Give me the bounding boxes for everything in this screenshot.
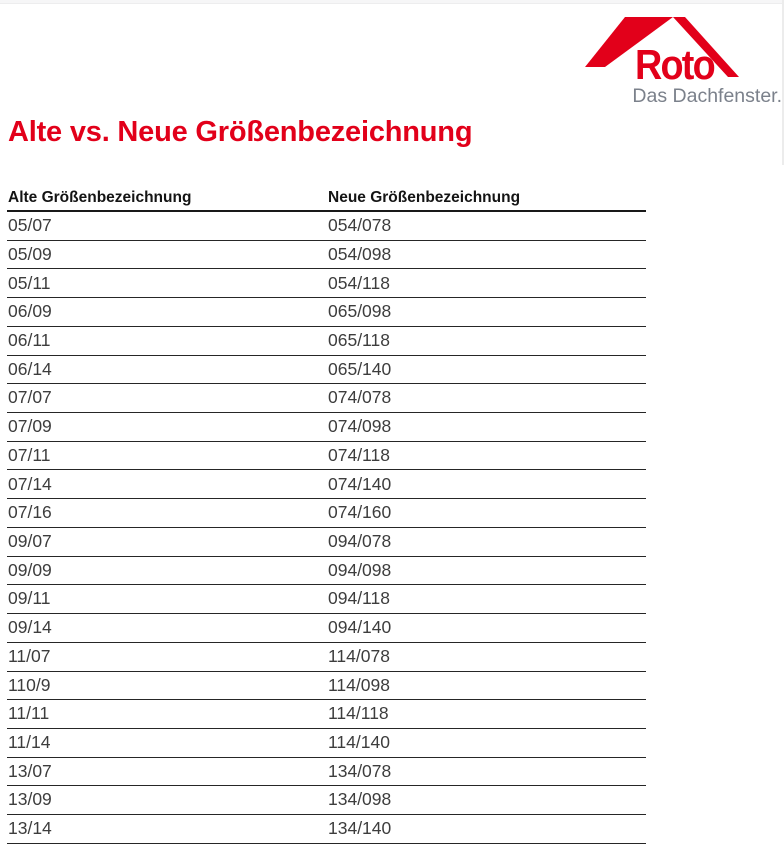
old-size-cell: 07/11 [8,444,51,465]
brand-tagline: Das Dachfenster. [632,85,782,107]
new-size-cell: 074/078 [328,387,392,408]
new-size-cell: 074/160 [328,502,392,523]
old-size-cell: 110/9 [8,674,51,695]
table-row: 06/14 065/140 [7,356,646,385]
table-row: 07/16 074/160 [7,499,646,528]
roof-right-slope [673,17,739,77]
table-row: 110/9 114/098 [7,672,646,701]
old-size-cell: 05/07 [8,215,52,236]
old-size-cell: 06/09 [8,301,52,322]
new-size-cell: 094/078 [328,531,392,552]
old-size-cell: 07/07 [8,387,52,408]
old-size-cell: 13/14 [8,818,52,839]
table-body: 05/07 054/078 05/09 054/098 05/11 054/118 06/0… [7,212,646,844]
table-row: 07/11 074/118 [7,442,646,471]
table-row: 06/09 065/098 [7,298,646,327]
old-size-cell: 05/11 [8,272,51,293]
new-size-cell: 054/078 [328,215,392,236]
new-size-cell: 134/098 [328,789,392,810]
table-row: 05/09 054/098 [7,241,646,270]
roof-left-slope [585,17,673,67]
new-size-cell: 094/140 [328,617,392,638]
table-row: 05/07 054/078 [7,212,646,241]
brand-wordmark: Roto [635,41,716,88]
old-size-cell: 09/11 [8,588,51,609]
size-conversion-table: Alte Größenbezeichnung Neue Größenbezeic… [7,188,646,844]
table-row: 07/09 074/098 [7,413,646,442]
new-size-cell: 134/140 [328,818,392,839]
old-size-cell: 09/09 [8,559,52,580]
page-top-divider [0,0,784,4]
table-row: 13/14 134/140 [7,815,646,844]
old-size-cell: 05/09 [8,243,52,264]
page-right-edge [782,0,784,165]
old-size-cell: 09/07 [8,531,52,552]
roto-logo: Roto Das Dachfenster. [572,6,784,112]
new-size-cell: 114/118 [328,703,389,724]
table-row: 13/09 134/098 [7,786,646,816]
old-size-cell: 07/14 [8,473,52,494]
old-size-cell: 11/07 [8,645,51,666]
old-size-cell: 13/09 [8,789,52,810]
new-size-cell: 114/140 [328,732,390,753]
table-row: 11/07 114/078 [7,643,646,672]
table-row: 11/14 114/140 [7,729,646,758]
new-size-cell: 065/098 [328,301,392,322]
new-size-cell: 094/098 [328,559,392,580]
new-size-cell: 114/098 [328,674,390,695]
old-size-cell: 06/11 [8,329,51,350]
table-row: 05/11 054/118 [7,269,646,299]
table-row: 06/11 065/118 [7,327,646,356]
old-size-cell: 13/07 [8,760,52,781]
new-size-header: Neue Größenbezeichnung [328,189,521,206]
table-row: 07/07 074/078 [7,384,646,414]
new-size-cell: 065/118 [328,329,390,350]
table-header-row: Alte Größenbezeichnung Neue Größenbezeic… [7,188,646,212]
new-size-cell: 074/098 [328,416,392,437]
page-title: Alte vs. Neue Größenbezeichnung [8,116,473,148]
old-size-header: Alte Größenbezeichnung [8,189,192,206]
new-size-cell: 134/078 [328,760,392,781]
roof-icon [585,17,739,77]
old-size-cell: 07/16 [8,502,52,523]
table-row: 13/07 134/078 [7,758,646,787]
table-row: 09/11 094/118 [7,585,646,615]
old-size-cell: 07/09 [8,416,52,437]
new-size-cell: 114/078 [328,645,390,666]
table-row: 07/14 074/140 [7,470,646,500]
new-size-cell: 074/140 [328,473,392,494]
old-size-cell: 06/14 [8,358,52,379]
new-size-cell: 074/118 [328,444,390,465]
new-size-cell: 054/098 [328,243,392,264]
table-row: 09/09 094/098 [7,557,646,586]
old-size-cell: 11/11 [8,703,50,724]
table-row: 09/07 094/078 [7,528,646,557]
old-size-cell: 09/14 [8,617,52,638]
table-row: 11/11 114/118 [7,700,646,729]
new-size-cell: 094/118 [328,588,390,609]
new-size-cell: 054/118 [328,272,390,293]
table-row: 09/14 094/140 [7,614,646,643]
old-size-cell: 11/14 [8,732,51,753]
new-size-cell: 065/140 [328,358,392,379]
